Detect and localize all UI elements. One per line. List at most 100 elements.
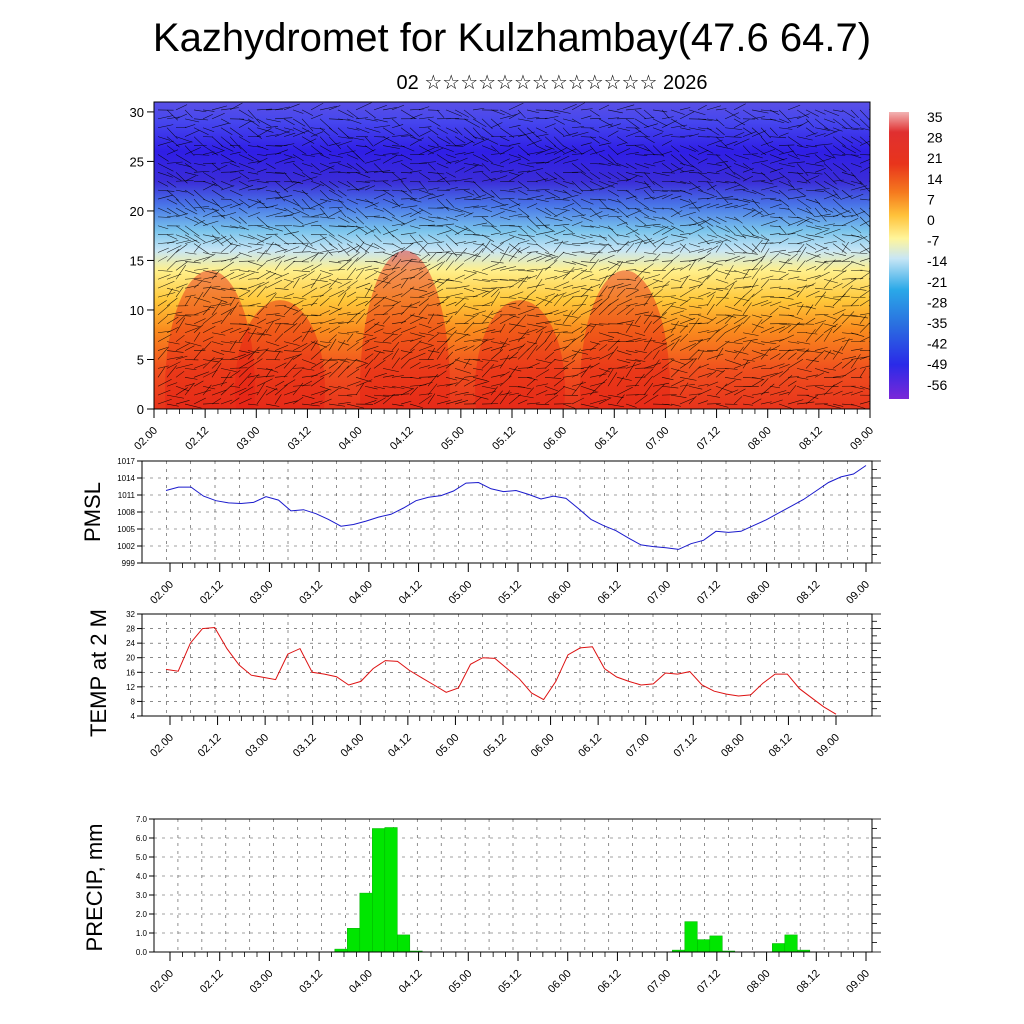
- wind-barb: [634, 332, 646, 336]
- wind-barb: [598, 368, 611, 373]
- wind-barb: [481, 216, 495, 227]
- wind-barb: [382, 252, 398, 257]
- wind-barb: [688, 127, 706, 132]
- wind-barb: [742, 207, 754, 211]
- wind-barb: [193, 296, 211, 303]
- wind-barb: [733, 154, 750, 160]
- wind-barb: [535, 340, 547, 351]
- precip-bar: [697, 939, 711, 953]
- wind-barb: [670, 225, 685, 233]
- wind-barb: [481, 287, 497, 298]
- wind-barb: [391, 312, 405, 316]
- wind-barb: [841, 172, 856, 177]
- cross-section-x-tick-label: 06.00: [541, 425, 569, 453]
- wind-barb: [184, 124, 196, 129]
- wind-barb: [364, 243, 380, 250]
- wind-barb: [274, 243, 287, 251]
- wind-barb: [643, 314, 662, 318]
- wind-barb: [706, 261, 717, 271]
- wind-barb: [535, 326, 547, 333]
- wind-barb: [823, 240, 837, 244]
- wind-barb: [427, 350, 440, 353]
- wind-barb: [319, 371, 332, 378]
- wind-barb: [751, 391, 770, 396]
- wind-barb: [391, 134, 409, 137]
- wind-barb: [427, 194, 445, 200]
- wind-barb: [787, 154, 801, 160]
- wind-barb: [805, 216, 821, 223]
- wind-barb: [292, 130, 310, 137]
- wind-barb: [634, 186, 651, 191]
- wind-barb: [211, 150, 224, 155]
- wind-barb: [238, 372, 252, 387]
- wind-barb: [364, 136, 374, 147]
- wind-barb: [499, 236, 515, 244]
- wind-barb: [247, 403, 259, 406]
- wind-barb: [733, 132, 745, 137]
- precip-x-tick-label: 08.12: [794, 968, 822, 996]
- wind-barb: [688, 313, 702, 316]
- precip-y-tick-label: 5.0: [136, 853, 148, 862]
- wind-barb: [814, 261, 829, 264]
- wind-barb: [310, 327, 322, 333]
- wind-barb: [526, 275, 537, 280]
- wind-barb: [157, 216, 171, 218]
- wind-barb: [517, 109, 526, 119]
- wind-barb: [229, 327, 242, 333]
- wind-barb: [427, 252, 437, 262]
- wind-barb: [346, 136, 365, 141]
- wind-barb: [373, 359, 386, 369]
- wind-barb: [526, 234, 537, 243]
- precip-y-tick-label: 0.0: [136, 948, 148, 957]
- wind-barb: [247, 374, 260, 378]
- wind-barb: [643, 109, 654, 119]
- wind-barb: [175, 141, 193, 146]
- wind-barb: [652, 382, 670, 387]
- wind-barb: [796, 239, 811, 244]
- wind-barb: [274, 314, 285, 317]
- wind-barb: [409, 403, 423, 409]
- precip-x-tick-label: 06.00: [546, 968, 574, 996]
- wind-barb: [778, 238, 789, 244]
- wind-barb: [157, 274, 171, 280]
- wind-barb: [175, 363, 193, 369]
- wind-barb: [688, 181, 703, 192]
- wind-barb: [418, 126, 432, 129]
- wind-barb: [634, 198, 650, 209]
- wind-barb: [571, 370, 587, 378]
- wind-barb: [283, 323, 295, 325]
- wind-barb: [616, 359, 631, 364]
- wind-barb: [571, 198, 581, 207]
- wind-barb: [220, 261, 235, 271]
- wind-barb: [310, 370, 327, 378]
- wind-barb: [427, 172, 445, 175]
- wind-barb: [418, 116, 434, 120]
- wind-barb: [661, 303, 674, 316]
- wind-barb: [733, 396, 743, 405]
- wind-barb: [346, 216, 357, 224]
- wind-barb: [301, 163, 313, 167]
- wind-barb: [292, 118, 306, 127]
- wind-barb: [607, 189, 620, 197]
- wind-barb: [472, 163, 484, 167]
- wind-barb: [616, 104, 635, 111]
- wind-barb: [670, 323, 689, 328]
- wind-barb: [652, 341, 667, 345]
- temp-x-tick-label: 06.12: [576, 732, 604, 760]
- wind-barb: [715, 136, 728, 148]
- wind-barb: [688, 198, 700, 212]
- wind-barb: [247, 327, 257, 342]
- wind-barb: [265, 233, 278, 235]
- colorbar-label: -35: [927, 315, 947, 331]
- wind-barb: [661, 295, 677, 298]
- wind-barb: [688, 357, 697, 369]
- wind-barb: [463, 198, 482, 201]
- wind-barb: [391, 118, 401, 126]
- wind-barb: [679, 263, 691, 271]
- wind-barb: [571, 181, 584, 192]
- wind-barb: [589, 259, 599, 271]
- wind-barb: [427, 127, 439, 136]
- wind-barb: [580, 108, 593, 111]
- wind-barb: [733, 243, 748, 254]
